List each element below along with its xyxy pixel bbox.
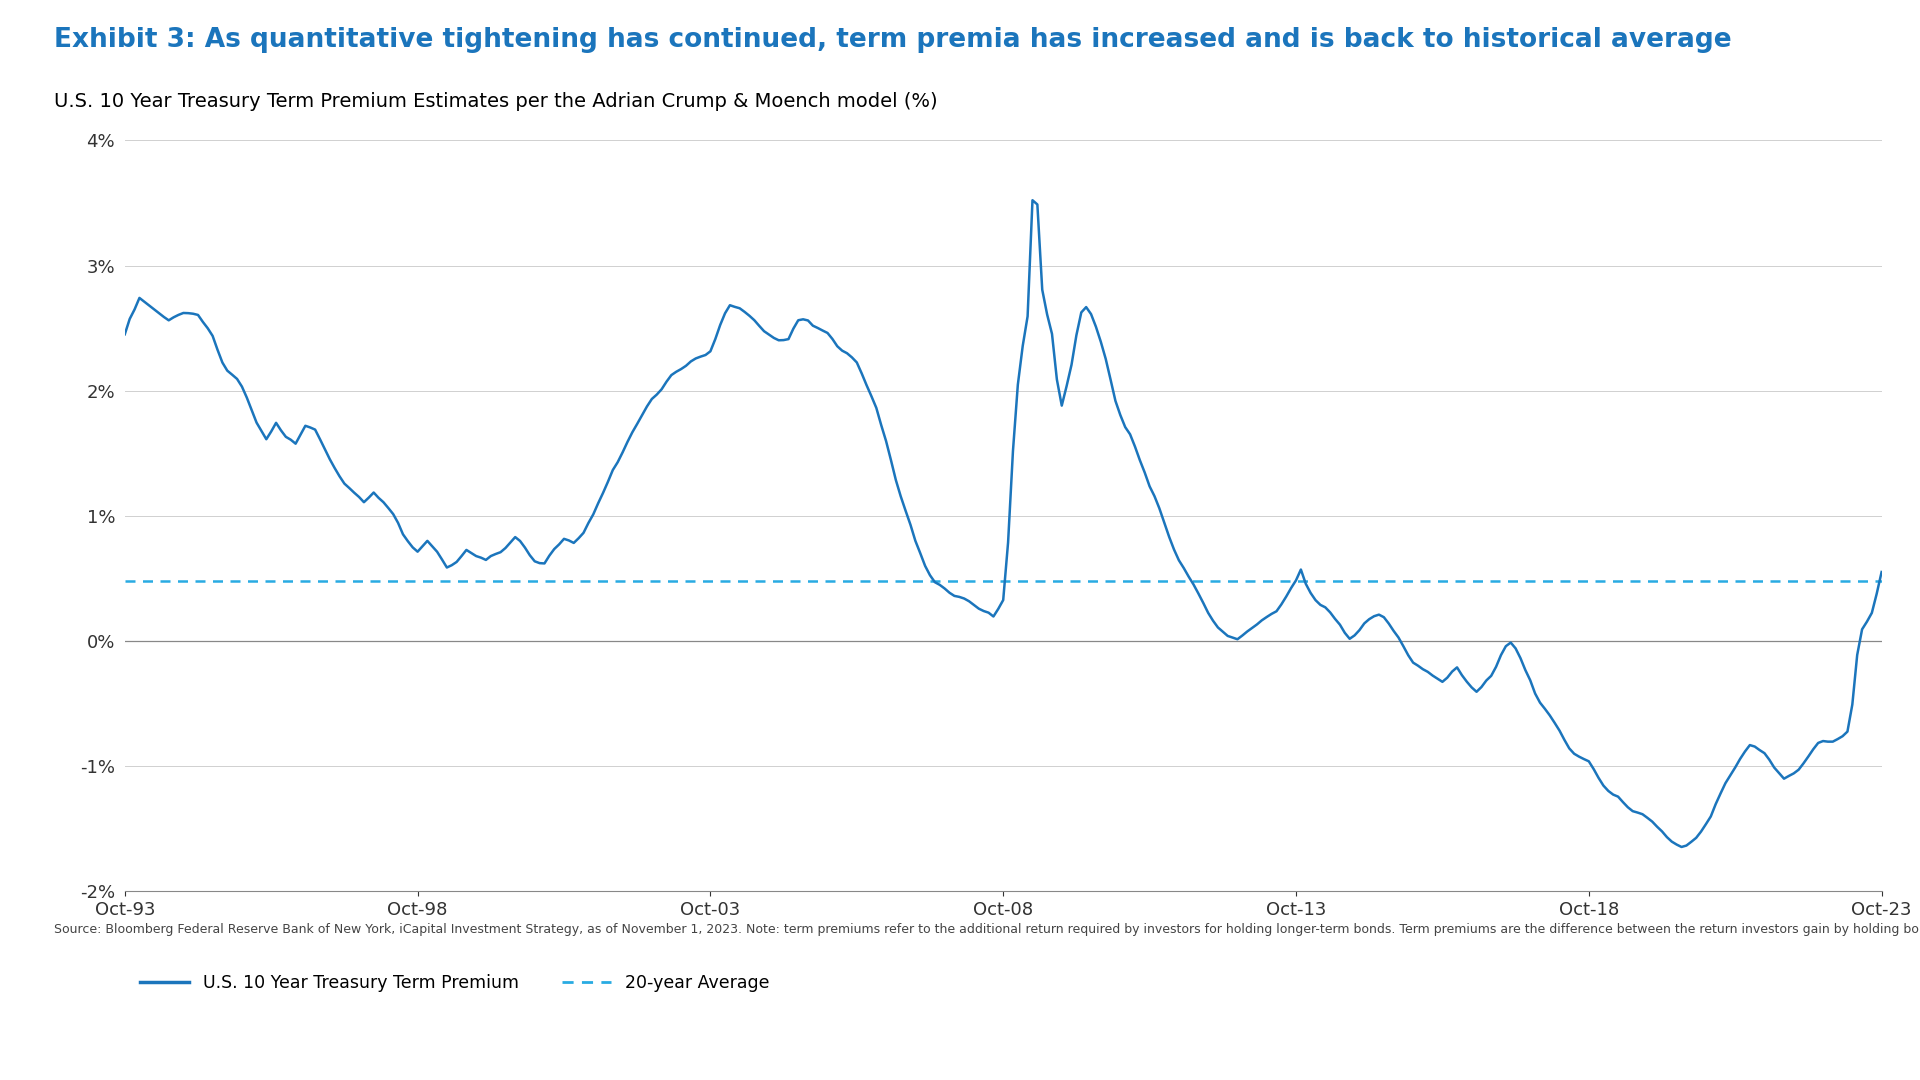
Text: U.S. 10 Year Treasury Term Premium Estimates per the Adrian Crump & Moench model: U.S. 10 Year Treasury Term Premium Estim… [54, 92, 937, 111]
Text: Exhibit 3: As quantitative tightening has continued, term premia has increased a: Exhibit 3: As quantitative tightening ha… [54, 27, 1732, 53]
Text: Source: Bloomberg Federal Reserve Bank of New York, iCapital Investment Strategy: Source: Bloomberg Federal Reserve Bank o… [54, 923, 1920, 936]
Legend: U.S. 10 Year Treasury Term Premium, 20-year Average: U.S. 10 Year Treasury Term Premium, 20-y… [134, 967, 776, 999]
